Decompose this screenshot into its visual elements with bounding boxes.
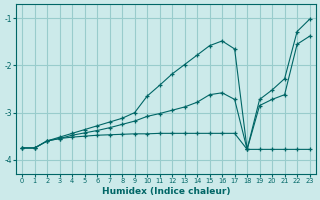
X-axis label: Humidex (Indice chaleur): Humidex (Indice chaleur) (102, 187, 230, 196)
